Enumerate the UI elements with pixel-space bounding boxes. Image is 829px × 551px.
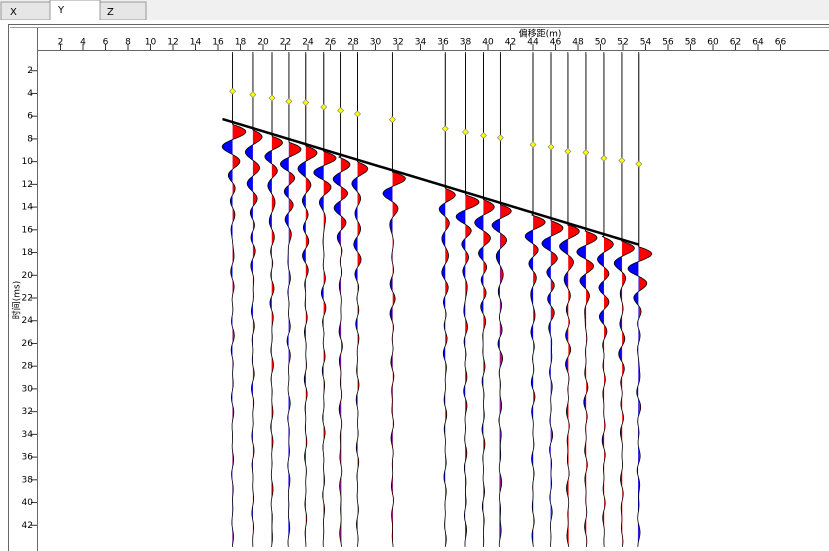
pick-marker: [480, 132, 487, 139]
pick-marker: [496, 134, 504, 142]
pick-marker: [635, 160, 643, 168]
y-axis-title: 时间(ms): [11, 281, 23, 319]
tab-label[interactable]: Y: [57, 5, 65, 16]
negative-lobe: [628, 53, 639, 547]
y-tick-label: 38: [22, 475, 34, 485]
x-tick-label: 40: [482, 38, 494, 48]
x-tick-label: 4: [80, 38, 86, 48]
x-tick-label: 8: [125, 38, 131, 48]
y-tick-label: 2: [27, 66, 33, 76]
x-axis-title: 偏移距(m): [519, 28, 562, 40]
pick-marker: [582, 149, 590, 156]
y-tick-label: 36: [22, 453, 34, 463]
y-tick-label: 28: [22, 362, 34, 372]
y-tick-label: 22: [22, 294, 33, 304]
tab-label[interactable]: X: [10, 7, 17, 18]
x-tick-label: 44: [527, 38, 539, 48]
trace: [245, 53, 263, 547]
negative-lobe: [245, 53, 253, 547]
y-tick-label: 18: [22, 248, 34, 258]
negative-lobe: [333, 53, 341, 547]
pick-marker: [268, 94, 276, 102]
y-tick-label: 20: [22, 271, 34, 281]
x-tick-label: 22: [280, 38, 291, 48]
pick-marker: [529, 141, 537, 149]
x-tick-label: 46: [550, 38, 562, 48]
y-tick-label: 30: [22, 384, 34, 394]
x-tick-label: 30: [370, 38, 382, 48]
plot-frame: [8, 24, 829, 551]
y-tick-label: 12: [22, 180, 33, 190]
pick-marker: [547, 143, 555, 151]
positive-lobe: [603, 53, 614, 547]
pick-marker: [302, 99, 310, 106]
x-tick-label: 26: [325, 38, 337, 48]
x-tick-label: 38: [460, 38, 472, 48]
x-tick-label: 66: [775, 38, 787, 48]
positive-lobe: [288, 53, 301, 547]
y-tick-label: 24: [22, 316, 34, 326]
x-tick-label: 54: [640, 38, 652, 48]
pick-marker: [462, 128, 469, 136]
y-tick-label: 42: [22, 521, 33, 531]
pick-marker: [229, 87, 237, 95]
pick-marker: [441, 125, 449, 133]
x-tick-label: 20: [257, 38, 269, 48]
pick-marker: [564, 147, 572, 155]
y-tick-label: 26: [22, 339, 34, 349]
x-tick-label: 16: [212, 38, 224, 48]
x-tick-label: 64: [752, 38, 764, 48]
x-tick-label: 36: [437, 38, 449, 48]
x-tick-label: 28: [347, 38, 359, 48]
pick-marker: [600, 154, 608, 162]
x-tick-label: 6: [103, 38, 109, 48]
y-tick-label: 8: [27, 134, 33, 144]
pick-marker: [337, 107, 345, 114]
x-tick-label: 52: [617, 38, 628, 48]
y-tick-label: 40: [22, 498, 34, 508]
negative-lobe: [439, 53, 446, 547]
x-tick-label: 34: [415, 38, 427, 48]
positive-lobe: [392, 53, 406, 547]
y-tick-label: 4: [27, 89, 33, 99]
x-tick-label: 58: [685, 38, 697, 48]
y-tick-label: 34: [22, 430, 34, 440]
x-tick-label: 18: [235, 38, 247, 48]
negative-lobe: [313, 53, 324, 547]
pick-marker: [354, 110, 361, 118]
x-tick-label: 42: [505, 38, 516, 48]
tab[interactable]: [0, 1, 51, 21]
x-tick-label: 32: [392, 38, 403, 48]
x-tick-label: 14: [190, 38, 202, 48]
x-tick-label: 12: [167, 38, 178, 48]
pick-line: [222, 117, 640, 246]
x-tick-label: 50: [595, 38, 607, 48]
pick-marker: [388, 116, 396, 124]
x-tick-label: 62: [730, 38, 741, 48]
pick-marker: [618, 157, 626, 164]
pick-marker: [320, 103, 328, 111]
positive-lobe: [305, 53, 317, 547]
y-tick-label: 14: [22, 203, 34, 213]
negative-lobe: [222, 53, 233, 547]
x-tick-label: 2: [58, 38, 64, 48]
pick-marker: [285, 97, 293, 105]
x-tick-label: 56: [662, 38, 674, 48]
x-tick-label: 60: [707, 38, 719, 48]
x-tick-label: 10: [145, 38, 157, 48]
x-tick-label: 48: [572, 38, 584, 48]
y-tick-label: 32: [22, 407, 33, 417]
tab-bar: [0, 0, 829, 20]
y-tick-label: 6: [27, 112, 33, 122]
trace: [221, 53, 247, 547]
pick-marker: [249, 91, 257, 99]
x-tick-label: 24: [302, 38, 314, 48]
tab-label[interactable]: Z: [107, 7, 114, 18]
y-tick-label: 16: [22, 225, 34, 235]
y-tick-label: 10: [22, 157, 34, 167]
